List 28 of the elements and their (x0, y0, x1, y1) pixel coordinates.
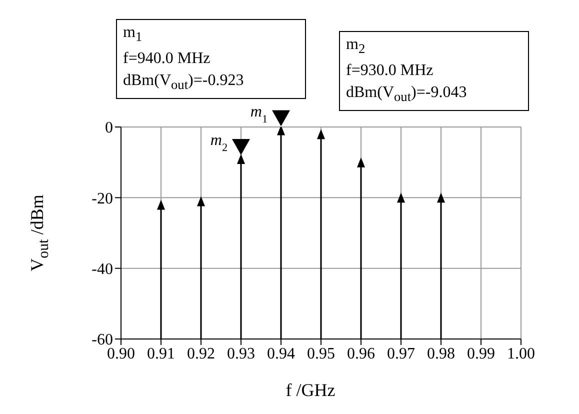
annotation: m$_{1}$ (250, 103, 268, 126)
point (197, 196, 205, 206)
x-axis-title: f /GHz (284, 380, 336, 401)
y-tick-label: -20 (92, 190, 113, 208)
x-tick-label: 0.94 (267, 345, 295, 362)
x-tick-label: 0.95 (307, 345, 335, 362)
x-tick-label: 0.99 (467, 345, 495, 362)
point (317, 129, 325, 140)
x-tick-label: 1.00 (507, 345, 535, 362)
point (237, 154, 245, 164)
marker-label: m$_{2}$ (210, 132, 250, 155)
annotation: m$_{2}$ (210, 132, 228, 154)
point (277, 127, 285, 136)
y-tick-label: -40 (92, 261, 113, 278)
point (397, 192, 405, 203)
point (357, 157, 365, 168)
marker-label: m$_{1}$ (250, 103, 290, 126)
x-tick-label: 0.92 (187, 345, 215, 362)
text: m$_{2}$ f=930.0 MHz dBm(V$_{out}$)=-9.043 (339, 31, 529, 112)
x-tick-label: 0.98 (427, 345, 455, 362)
x-tick-label: 0.91 (147, 345, 175, 362)
x-tick-label: 0.93 (227, 345, 255, 362)
point (437, 192, 445, 203)
x-tick-label: 0.97 (387, 345, 415, 362)
point (157, 200, 165, 210)
y-tick-label: 0 (105, 120, 113, 137)
text: m$_{1}$ f=940.0 MHz dBm(V$_{out}$)=-0.923 (116, 19, 306, 100)
x-tick-label: 0.96 (347, 345, 375, 362)
